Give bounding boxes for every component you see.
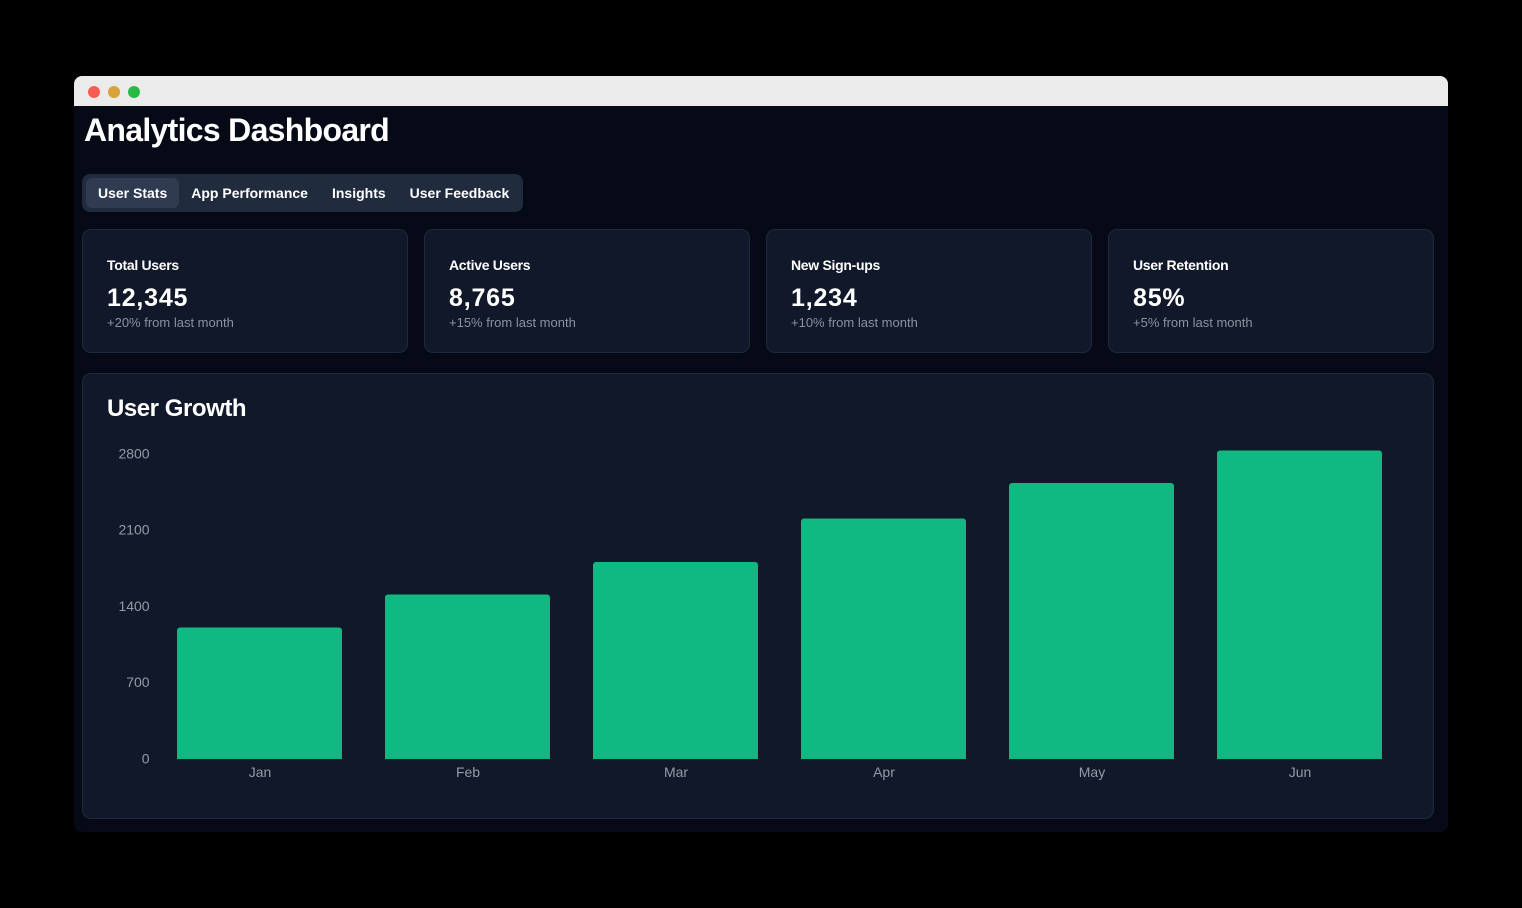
svg-text:700: 700 — [126, 674, 150, 690]
svg-text:2800: 2800 — [118, 446, 149, 462]
svg-text:Jan: Jan — [249, 764, 272, 780]
svg-text:Apr: Apr — [873, 764, 895, 780]
svg-text:0: 0 — [142, 750, 150, 766]
svg-text:2100: 2100 — [118, 522, 149, 538]
svg-text:Mar: Mar — [664, 764, 688, 780]
svg-text:Feb: Feb — [456, 764, 480, 780]
svg-text:1400: 1400 — [118, 598, 149, 614]
svg-text:Jun: Jun — [1289, 764, 1312, 780]
svg-text:May: May — [1079, 764, 1105, 780]
